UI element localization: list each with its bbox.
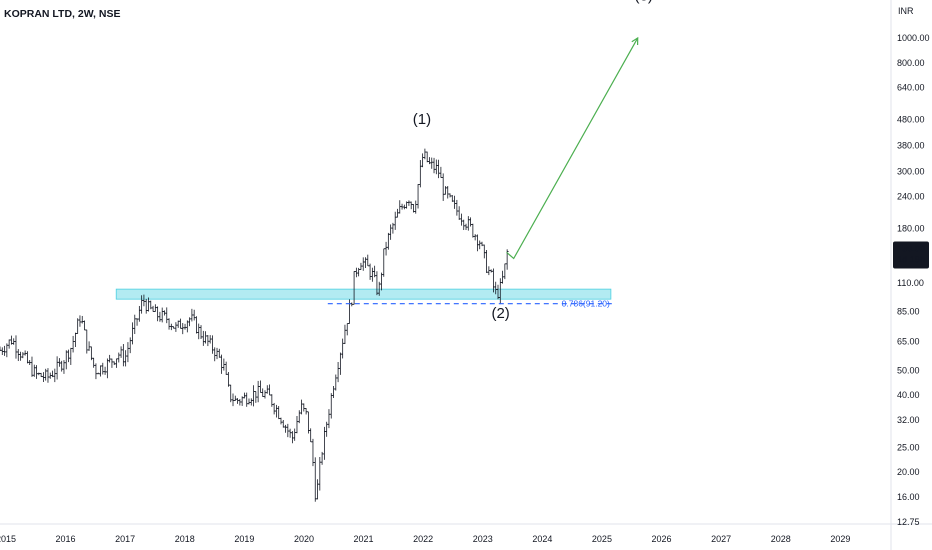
y-tick-label: 180.00 <box>897 223 925 233</box>
y-tick-label: 480.00 <box>897 114 925 124</box>
y-tick-label: 12.75 <box>897 517 920 527</box>
x-tick-label: 2024 <box>532 534 552 544</box>
y-tick-label: 300.00 <box>897 167 925 177</box>
x-tick-label: 2029 <box>830 534 850 544</box>
y-tick-label: 40.00 <box>897 390 920 400</box>
x-tick-label: 2019 <box>234 534 254 544</box>
y-tick-label: 65.00 <box>897 336 920 346</box>
last-price-timer: 1d 19h <box>897 254 925 264</box>
y-tick-label: 640.00 <box>897 83 925 93</box>
y-tick-label: 25.00 <box>897 442 920 452</box>
y-tick-label: 240.00 <box>897 191 925 201</box>
wave-label: (3) <box>634 0 652 5</box>
last-price-tag: 150.00 1d 19h <box>893 241 929 269</box>
x-tick-label: 2016 <box>56 534 76 544</box>
chart-title: KOPRAN LTD, 2W, NSE <box>4 8 120 20</box>
currency-label: INR <box>898 6 914 16</box>
x-tick-label: 2021 <box>354 534 374 544</box>
wave-label: (1) <box>413 111 431 128</box>
support-zone <box>115 288 612 300</box>
x-tick-label: 2023 <box>473 534 493 544</box>
x-tick-label: 2022 <box>413 534 433 544</box>
x-tick-label: 2018 <box>175 534 195 544</box>
y-tick-label: 32.00 <box>897 415 920 425</box>
x-tick-label: 2027 <box>711 534 731 544</box>
projection-arrowhead <box>631 36 639 46</box>
x-tick-label: 2028 <box>771 534 791 544</box>
y-tick-label: 85.00 <box>897 307 920 317</box>
x-tick-label: 2020 <box>294 534 314 544</box>
y-tick-label: 110.00 <box>897 278 924 288</box>
x-tick-label: 2026 <box>652 534 672 544</box>
y-tick-label: 16.00 <box>897 492 920 502</box>
y-tick-label: 380.00 <box>897 140 925 150</box>
x-tick-label: 2015 <box>0 534 16 544</box>
y-tick-label: 1000.00 <box>897 33 930 43</box>
y-tick-label: 20.00 <box>897 467 920 477</box>
fib-level-label: 0.786(91.20) <box>562 299 610 309</box>
x-tick-label: 2025 <box>592 534 612 544</box>
y-tick-label: 800.00 <box>897 58 925 68</box>
x-tick-label: 2017 <box>115 534 135 544</box>
wave-label: (2) <box>491 305 509 322</box>
y-tick-label: 50.00 <box>897 365 920 375</box>
last-price-label: 150.00 <box>897 243 925 253</box>
projection-path <box>506 37 639 260</box>
